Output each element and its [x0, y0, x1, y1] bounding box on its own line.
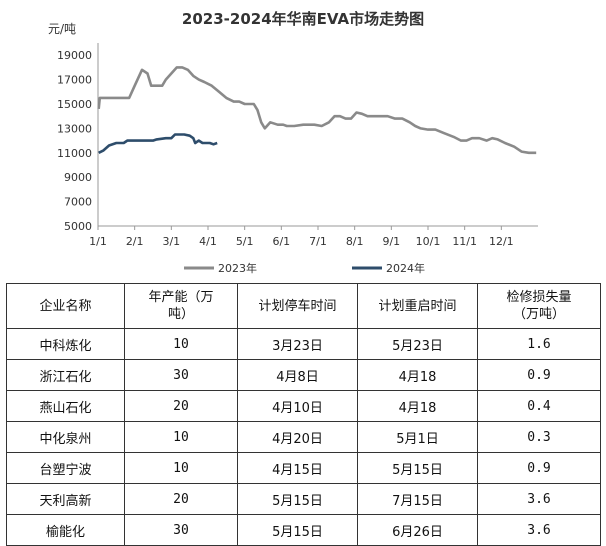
table-row: 中科炼化 10 3月23日 5月23日 1.6	[6, 328, 601, 360]
legend-label: 2024年	[386, 261, 425, 275]
x-tick-labels: 1/1 2/1 3/1 4/1 5/1 6/1 7/1 8/1 9/1 10/1 11/1 12/1	[89, 235, 514, 248]
table-header-cell: 计划重启时间	[357, 283, 478, 329]
x-tick-label: 9/1	[382, 235, 400, 248]
y-tick-label: 15000	[57, 98, 92, 111]
table-cell: 0.3	[477, 421, 601, 453]
table-cell: 30	[124, 359, 238, 391]
table-cell: 20	[124, 483, 238, 515]
x-tick-label: 8/1	[346, 235, 364, 248]
table-cell: 5月23日	[357, 328, 478, 360]
table-cell: 5月15日	[237, 514, 358, 546]
y-tick-label: 13000	[57, 122, 92, 135]
chart-title: 2023-2024年华南EVA市场走势图	[182, 10, 424, 28]
eva-price-chart: 2023-2024年华南EVA市场走势图 元/吨 5000 7000 9000 110…	[48, 10, 538, 275]
table-cell: 3.6	[477, 514, 601, 546]
table-cell: 3.6	[477, 483, 601, 515]
table-cell: 0.9	[477, 359, 601, 391]
table-cell: 5月15日	[357, 452, 478, 484]
y-tick-label: 7000	[64, 196, 92, 209]
company-name-cell: 天利高新	[6, 483, 125, 515]
table-cell: 5月15日	[237, 483, 358, 515]
y-tick-label: 11000	[57, 147, 92, 160]
y-tick-label: 9000	[64, 171, 92, 184]
y-tick-label: 5000	[64, 220, 92, 233]
table-header-cell: 企业名称	[6, 283, 125, 329]
x-tick-label: 10/1	[416, 235, 441, 248]
table-header-cell: 计划停车时间	[237, 283, 358, 329]
x-tick-label: 3/1	[162, 235, 180, 248]
table-cell: 1.6	[477, 328, 601, 360]
table-cell: 5月1日	[357, 421, 478, 453]
table-cell: 6月26日	[357, 514, 478, 546]
y-tick-label: 17000	[57, 74, 92, 87]
x-tick-label: 2/1	[126, 235, 144, 248]
axes	[97, 43, 538, 230]
company-name-cell: 中化泉州	[6, 421, 125, 453]
table-cell: 4月15日	[237, 452, 358, 484]
x-tick-label: 7/1	[309, 235, 327, 248]
maintenance-table-container: 企业名称 年产能（万 吨） 计划停车时间 计划重启时间 检修损失量 （万吨） 中科炼化 10 3…	[6, 283, 601, 546]
table-row: 中化泉州 10 4月20日 5月1日 0.3	[6, 421, 601, 453]
x-tick-label: 1/1	[89, 235, 107, 248]
x-tick-label: 11/1	[452, 235, 477, 248]
table-cell: 0.9	[477, 452, 601, 484]
table-cell: 4月10日	[237, 390, 358, 422]
legend: 2023年 2024年	[184, 261, 425, 275]
company-name-cell: 榆能化	[6, 514, 125, 546]
maintenance-table: 企业名称 年产能（万 吨） 计划停车时间 计划重启时间 检修损失量 （万吨） 中科炼化 10 3…	[6, 283, 601, 546]
table-row: 台塑宁波 10 4月15日 5月15日 0.9	[6, 452, 601, 484]
table-header-cell: 检修损失量 （万吨）	[477, 283, 601, 329]
company-name-cell: 中科炼化	[6, 328, 125, 360]
table-row: 榆能化 30 5月15日 6月26日 3.6	[6, 514, 601, 546]
table-cell: 10	[124, 328, 238, 360]
company-name-cell: 浙江石化	[6, 359, 125, 391]
series-line-2024	[98, 133, 218, 154]
table-row: 浙江石化 30 4月8日 4月18 0.9	[6, 359, 601, 391]
x-tick-label: 5/1	[236, 235, 254, 248]
table-cell: 10	[124, 421, 238, 453]
table-header-row: 企业名称 年产能（万 吨） 计划停车时间 计划重启时间 检修损失量 （万吨）	[6, 283, 601, 329]
table-cell: 4月18	[357, 390, 478, 422]
table-cell: 20	[124, 390, 238, 422]
table-cell: 4月20日	[237, 421, 358, 453]
legend-label: 2023年	[218, 261, 257, 275]
table-cell: 30	[124, 514, 238, 546]
series-lines	[97, 66, 537, 155]
x-tick-label: 12/1	[489, 235, 514, 248]
table-body: 中科炼化 10 3月23日 5月23日 1.6 浙江石化 30 4月8日 4月18 0.9 燕山石化…	[6, 328, 601, 546]
table-cell: 0.4	[477, 390, 601, 422]
table-row: 燕山石化 20 4月10日 4月18 0.4	[6, 390, 601, 422]
y-tick-labels: 5000 7000 9000 11000 13000 15000 17000 19000	[57, 49, 92, 233]
table-cell: 4月18	[357, 359, 478, 391]
company-name-cell: 燕山石化	[6, 390, 125, 422]
company-name-cell: 台塑宁波	[6, 452, 125, 484]
table-header-cell: 年产能（万 吨）	[124, 283, 238, 329]
series-line-2023	[97, 66, 537, 155]
table-row: 天利高新 20 5月15日 7月15日 3.6	[6, 483, 601, 515]
table-cell: 7月15日	[357, 483, 478, 515]
x-tick-label: 4/1	[199, 235, 217, 248]
x-tick-label: 6/1	[272, 235, 290, 248]
y-axis-unit-label: 元/吨	[48, 22, 76, 36]
table-cell: 3月23日	[237, 328, 358, 360]
y-tick-label: 19000	[57, 49, 92, 62]
table-cell: 10	[124, 452, 238, 484]
table-cell: 4月8日	[237, 359, 358, 391]
